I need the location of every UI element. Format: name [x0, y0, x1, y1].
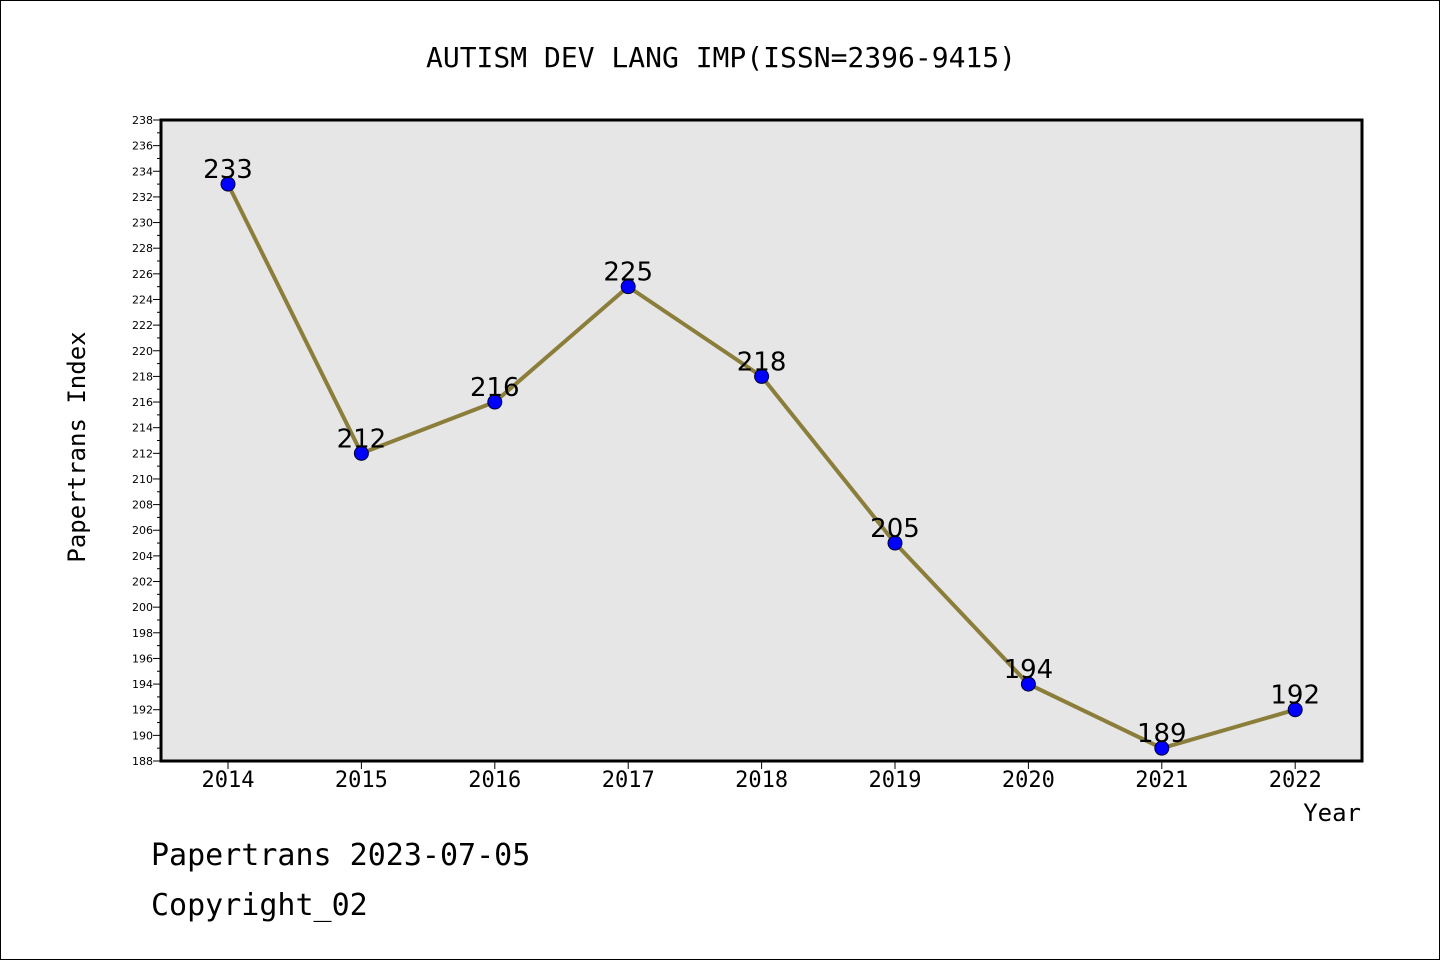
x-tick-label: 2018	[735, 768, 788, 793]
y-tick-label: 236	[132, 140, 153, 153]
data-point	[487, 394, 503, 410]
y-tick-label: 212	[132, 447, 153, 460]
data-point	[887, 535, 903, 551]
footer-copyright: Copyright_02	[151, 888, 368, 923]
data-label: 212	[337, 424, 387, 454]
y-tick-label: 222	[132, 319, 153, 332]
y-tick-label: 220	[132, 345, 153, 358]
x-axis-label: Year	[1303, 799, 1361, 827]
x-tick-label: 2020	[1002, 768, 1055, 793]
data-label: 233	[203, 155, 253, 185]
data-point	[1287, 702, 1303, 718]
series-layer: 233 212 216 225 218 205 194 189 192	[203, 155, 1320, 756]
y-tick-label: 208	[132, 499, 153, 512]
data-point	[754, 368, 770, 384]
plot-area	[159, 118, 1364, 763]
y-tick-label: 196	[132, 652, 153, 665]
data-label: 216	[470, 373, 520, 403]
y-tick-label: 190	[132, 729, 153, 742]
x-tick-label: 2017	[602, 768, 655, 793]
y-tick-label: 232	[132, 191, 153, 204]
x-tick-label: 2014	[202, 768, 255, 793]
x-tick-label: 2021	[1135, 768, 1188, 793]
y-tick-label: 198	[132, 627, 153, 640]
data-label: 189	[1137, 719, 1187, 749]
data-label: 225	[603, 258, 653, 288]
data-label: 205	[870, 514, 920, 544]
y-tick-label: 216	[132, 396, 153, 409]
y-tick-label: 214	[132, 422, 153, 435]
y-tick-label: 226	[132, 268, 153, 281]
y-tick-label: 210	[132, 473, 153, 486]
y-tick-label: 224	[132, 293, 153, 306]
y-tick-label: 188	[132, 755, 153, 768]
chart-title: AUTISM DEV LANG IMP(ISSN=2396-9415)	[426, 41, 1016, 74]
data-label: 192	[1270, 681, 1320, 711]
y-tick-label: 238	[132, 114, 153, 127]
data-point	[353, 445, 369, 461]
y-tick-label: 230	[132, 217, 153, 230]
x-tick-label: 2019	[869, 768, 922, 793]
y-tick-label: 200	[132, 601, 153, 614]
y-axis-label: Papertrans Index	[63, 331, 91, 562]
data-point	[620, 279, 636, 295]
data-label: 218	[737, 347, 787, 377]
y-tick-label: 202	[132, 576, 153, 589]
y-tick-label: 204	[132, 550, 153, 563]
y-tick-label: 206	[132, 524, 153, 537]
data-label: 194	[1004, 655, 1054, 685]
footer-date: Papertrans 2023-07-05	[151, 838, 530, 873]
x-tick-label: 2016	[468, 768, 521, 793]
y-axis-ticks: 188 190 192 194 196 198 200 202 204 206 208 210 212 2…	[132, 114, 161, 768]
x-tick-label: 2015	[335, 768, 388, 793]
x-axis-ticks: 2014 2015 2016 2017 2018 2019 2020 2021 2022	[202, 761, 1322, 793]
data-point	[1020, 676, 1036, 692]
y-tick-label: 234	[132, 165, 153, 178]
y-tick-label: 194	[132, 678, 153, 691]
data-point	[1154, 740, 1170, 756]
y-tick-label: 218	[132, 370, 153, 383]
y-tick-label: 192	[132, 704, 153, 717]
y-tick-label: 228	[132, 242, 153, 255]
data-point	[220, 176, 236, 192]
x-tick-label: 2022	[1269, 768, 1322, 793]
